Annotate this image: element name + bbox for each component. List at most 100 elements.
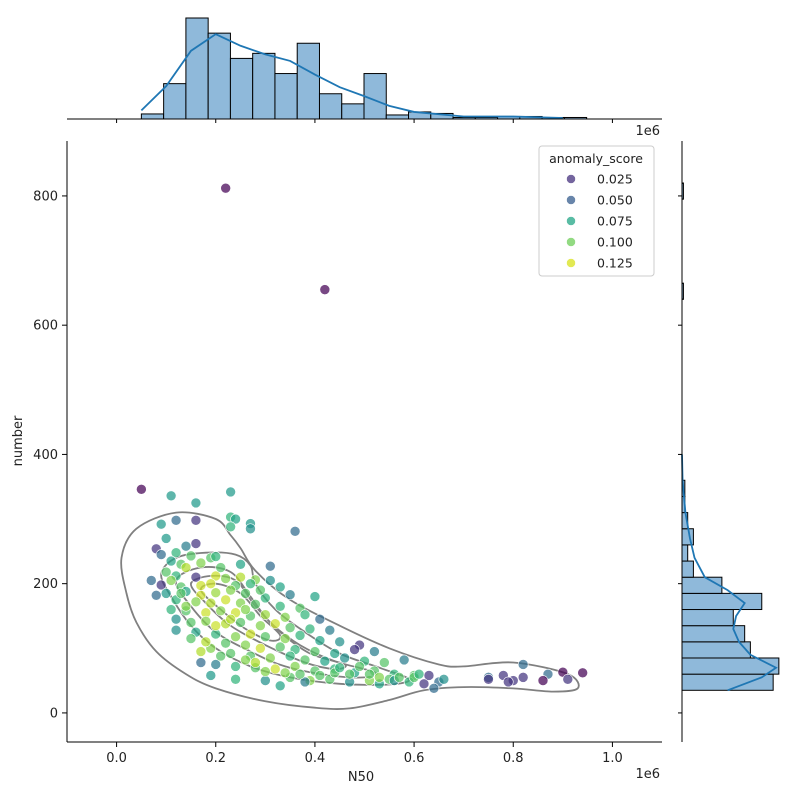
scatter-point [438, 674, 450, 685]
scatter-point [274, 581, 286, 593]
right-kde-line [681, 454, 778, 692]
scatter-point [349, 644, 360, 655]
scatter-point [210, 570, 222, 582]
right-hist-bar [681, 609, 734, 627]
scatter-point [210, 551, 222, 562]
scatter-point [200, 615, 212, 627]
scatter-point [264, 652, 276, 664]
legend-marker [566, 216, 576, 226]
y-tick-label: 600 [33, 319, 58, 334]
scatter-point [195, 557, 207, 569]
y-tick-label: 800 [33, 189, 58, 204]
scatter-point [319, 655, 331, 667]
scatter-point [274, 600, 286, 612]
scatter-point [483, 674, 494, 685]
scatter-point [255, 642, 266, 654]
scatter-point [220, 573, 231, 584]
scatter-point [230, 661, 241, 672]
scatter-point [245, 523, 256, 535]
legend-entries: 0.025 0.050 0.075 0.100 0.125 [566, 172, 633, 271]
legend-entry-label: 0.100 [597, 235, 633, 250]
scatter-points [136, 182, 588, 694]
scatter-point [170, 624, 182, 636]
scatter-point [245, 578, 256, 589]
scatter-point [299, 609, 311, 620]
x-tick-label: 0.2 [205, 751, 226, 766]
x-axis-label: N50 [348, 770, 374, 785]
scatter-point [284, 589, 296, 600]
scatter-point [155, 518, 167, 530]
scatter-point [165, 575, 177, 586]
scatter-point [235, 558, 246, 570]
scatter-point [230, 513, 241, 525]
right-marginal-histogram [681, 182, 780, 692]
x-tick-label: 0.8 [503, 751, 524, 766]
scatter-point [577, 667, 588, 679]
scatter-point [369, 646, 380, 657]
scatter-point [165, 555, 177, 567]
top-hist-bar [318, 93, 343, 120]
scatter-point [334, 636, 346, 648]
top-marginal-histogram [140, 17, 588, 120]
scatter-point [255, 584, 266, 596]
scatter-point [329, 648, 341, 659]
scatter-point [180, 562, 192, 573]
scatter-point [502, 676, 514, 688]
scatter-point [354, 661, 365, 672]
scatter-point [260, 675, 271, 686]
scatter-point [304, 623, 316, 635]
scatter-point [264, 560, 276, 572]
scatter-point [398, 654, 410, 666]
scatter-point [319, 284, 331, 295]
y-tick-label: 200 [33, 577, 58, 592]
scatter-point [393, 672, 405, 683]
scatter-point [250, 599, 261, 610]
top-marginal-axis [67, 118, 662, 123]
scatter-point [294, 630, 306, 641]
scatter-point [220, 182, 231, 194]
right-marginal-axis [678, 141, 683, 742]
scatter-point [190, 497, 202, 509]
scatter-point [240, 588, 251, 599]
scatter-point [205, 597, 217, 609]
scatter-point [170, 547, 182, 558]
scatter-point [517, 659, 529, 670]
top-hist-bar [185, 17, 209, 120]
right-hist-bar [681, 544, 689, 562]
top-hist-bar [274, 73, 298, 120]
scatter-point [150, 590, 162, 601]
right-hist-bar [681, 560, 694, 578]
legend-marker [566, 237, 576, 247]
scatter-point [170, 515, 182, 526]
scatter-point [225, 648, 236, 659]
scatter-point [235, 617, 246, 628]
scatter-point [418, 678, 430, 690]
scatter-point [269, 663, 281, 675]
y-tick-label: 0 [50, 706, 58, 721]
main-scatter-plot: 0.0 0.2 0.4 0.6 0.8 1.0 0 200 400 600 800 [33, 141, 662, 766]
top-hist-bar [252, 52, 276, 120]
top-hist-bar [140, 113, 165, 120]
scatter-point [279, 611, 291, 623]
scatter-point [264, 575, 276, 586]
scatter-point [299, 654, 311, 666]
x-tick-label: 0.6 [404, 751, 425, 766]
scatter-point [379, 657, 390, 668]
y-tick-label: 400 [33, 448, 58, 463]
scatter-point [200, 636, 212, 648]
scatter-point [225, 521, 236, 533]
top-hist-bar [296, 42, 320, 120]
scatter-point [428, 683, 440, 694]
scatter-point [225, 613, 236, 625]
scatter-point [250, 657, 261, 668]
legend-entry-label: 0.025 [597, 172, 633, 187]
scatter-point [339, 652, 350, 664]
scatter-point [195, 646, 207, 657]
scatter-point [334, 662, 346, 673]
right-hist-bar [681, 673, 774, 691]
scatter-point [240, 654, 251, 666]
main-axes: 0.0 0.2 0.4 0.6 0.8 1.0 0 200 400 600 800 [33, 141, 662, 766]
top-hist-bar [207, 32, 231, 120]
legend-entry-label: 0.075 [597, 214, 633, 229]
